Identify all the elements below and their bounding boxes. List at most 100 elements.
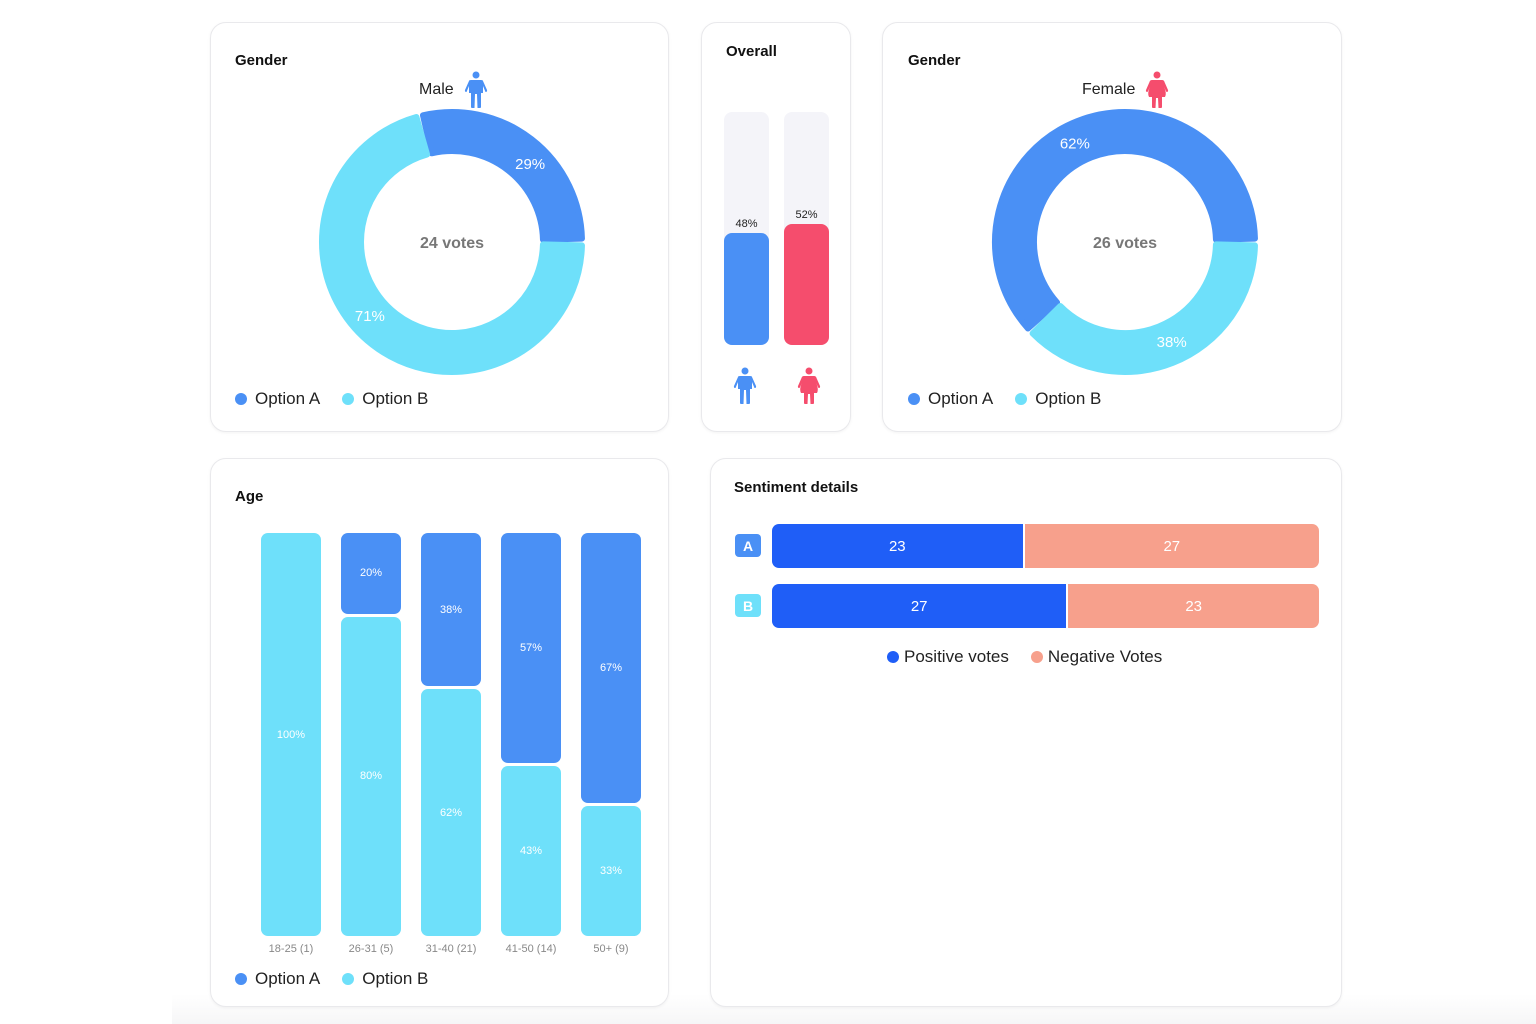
gender-label-text: Female <box>1082 81 1136 98</box>
age-bar-segment-label: 62% <box>439 806 463 819</box>
female-person-icon <box>1146 71 1169 108</box>
gender-label-male: Male <box>419 71 488 109</box>
age-category-label: 31-40 (21) <box>425 943 477 955</box>
age-stacked-bar-chart: 100% 18-25 (1) 20% 80% 26-31 (5) 38% 62% 31-40 … <box>211 459 670 959</box>
chart-legend: Positive votes Negative Votes <box>887 647 1162 667</box>
age-bar-segment-option-a[interactable]: 20% <box>341 533 401 614</box>
sentiment-bar-value: 23 <box>888 537 906 555</box>
legend-label: Option A <box>928 389 994 408</box>
legend-dot-option-a <box>235 393 247 405</box>
age-bar-column: 100% <box>261 533 321 936</box>
age-bar-segment-label: 80% <box>359 770 383 783</box>
age-bar-segment-label: 67% <box>599 662 623 674</box>
sentiment-bar-row: 23 27 <box>772 524 1319 568</box>
legend-dot-option-b <box>342 973 355 985</box>
male-donut-chart: 29% 71% 24 votes <box>319 109 585 375</box>
overall-bar-female <box>784 223 829 345</box>
legend-dot-option-b <box>342 393 355 405</box>
age-bar-segment-label: 57% <box>519 641 543 654</box>
legend-dot-option-a <box>235 973 247 985</box>
gender-label-text: Male <box>419 81 454 98</box>
age-category-label: 18-25 (1) <box>268 943 314 955</box>
age-bar-segment-label: 20% <box>359 567 383 580</box>
donut-slice-option-a[interactable] <box>992 109 1258 332</box>
sentiment-bar-value: 27 <box>910 597 928 615</box>
legend-dot-option-a <box>908 393 920 405</box>
age-bar-segment-label: 33% <box>599 864 623 877</box>
chart-legend: Option A Option B <box>235 389 428 409</box>
female-donut-chart: 62% 38% 26 votes <box>992 109 1258 375</box>
donut-slice-option-b[interactable] <box>319 113 585 375</box>
age-category-label: 26-31 (5) <box>348 943 394 955</box>
age-bar-segment-option-b[interactable]: 100% <box>261 533 321 936</box>
age-bar-segment-option-b[interactable]: 33% <box>581 806 641 936</box>
card-title: Overall <box>726 43 777 60</box>
legend-label: Positive votes <box>904 647 1009 666</box>
legend-dot-negative <box>1030 651 1043 663</box>
sentiment-card: Sentiment details A 23 27 B 27 23 Positive vo… <box>710 458 1342 1007</box>
legend-item-option-b[interactable]: Option B <box>1015 389 1101 409</box>
age-bar-segment-option-a[interactable]: 67% <box>581 533 641 803</box>
gender-female-card: Gender Female 62% 38% 26 votes Option A Op… <box>882 22 1342 432</box>
donut-center-label: 26 votes <box>1093 235 1157 252</box>
donut-slice-option-b[interactable] <box>1029 241 1258 375</box>
chart-legend: Option A Option B <box>235 969 428 989</box>
age-bar-segment-option-a[interactable]: 57% <box>501 533 561 763</box>
donut-slice-label: 71% <box>355 308 385 325</box>
overall-bar-label-male: 48% <box>735 218 758 231</box>
age-bar-column: 38% 62% <box>421 533 481 936</box>
age-bar-segment-option-b[interactable]: 43% <box>501 765 561 936</box>
sentiment-bar-segment-positive-votes[interactable]: 27 <box>772 584 1067 628</box>
overall-card: Overall 48% 52% <box>701 22 851 432</box>
sentiment-bar-value: 27 <box>1163 537 1181 555</box>
sentiment-row-badge-a: A <box>735 534 761 557</box>
legend-item-option-a[interactable]: Option A <box>235 969 320 989</box>
age-bar-column: 57% 43% <box>501 533 561 936</box>
sentiment-bar-segment-negative-votes[interactable]: 27 <box>1024 524 1319 568</box>
overall-bar-label-female: 52% <box>795 208 818 221</box>
gender-male-card: Gender Male 29% 71% 24 votes Option A Opti… <box>210 22 669 432</box>
gender-label-female: Female <box>1082 71 1169 109</box>
card-title: Sentiment details <box>734 479 859 496</box>
age-bar-segment-option-a[interactable]: 38% <box>421 533 481 687</box>
legend-item-positive-votes[interactable]: Positive votes <box>887 647 1009 667</box>
overall-bar-track-female <box>784 112 829 345</box>
age-bar-segment-label: 43% <box>519 844 543 857</box>
age-bar-column: 20% 80% <box>341 533 401 936</box>
card-title: Age <box>235 488 264 505</box>
legend-label: Option A <box>255 969 321 988</box>
sentiment-row-badge-b: B <box>735 594 761 617</box>
legend-item-option-a[interactable]: Option A <box>235 389 320 409</box>
sentiment-bar-segment-positive-votes[interactable]: 23 <box>772 524 1023 568</box>
donut-slice-label: 38% <box>1157 334 1187 351</box>
age-card: Age 100% 18-25 (1) 20% 80% 26-31 (5) 38% 62% 31… <box>210 458 669 1007</box>
legend-label: Option B <box>362 389 429 408</box>
age-bar-segment-option-b[interactable]: 80% <box>341 616 401 936</box>
legend-dot-positive <box>887 651 899 663</box>
age-category-label: 50+ (9) <box>593 943 629 955</box>
legend-label: Option B <box>362 969 429 988</box>
donut-slice-option-a[interactable] <box>419 109 585 243</box>
female-person-icon <box>797 367 821 404</box>
donut-slice-label: 62% <box>1060 136 1090 153</box>
overall-bar-male <box>724 233 769 345</box>
age-bar-segment-label: 38% <box>439 603 463 616</box>
card-title: Gender <box>908 52 961 69</box>
legend-item-negative-votes[interactable]: Negative Votes <box>1030 647 1162 667</box>
donut-slice-label: 29% <box>515 156 545 173</box>
male-person-icon <box>733 367 757 404</box>
legend-item-option-a[interactable]: Option A <box>908 389 993 409</box>
age-category-label: 41-50 (14) <box>505 943 557 955</box>
male-person-icon <box>464 71 487 108</box>
age-bar-column: 67% 33% <box>581 533 641 936</box>
sentiment-bar-segment-negative-votes[interactable]: 23 <box>1068 584 1319 628</box>
sentiment-bar-row: 27 23 <box>772 584 1319 628</box>
card-title: Gender <box>235 52 288 69</box>
legend-item-option-b[interactable]: Option B <box>342 969 428 989</box>
age-bar-segment-option-b[interactable]: 62% <box>421 689 481 936</box>
age-bar-segment-label: 100% <box>276 728 306 741</box>
donut-center-label: 24 votes <box>420 235 484 252</box>
legend-label: Option A <box>255 389 321 408</box>
overall-bar-track-male <box>724 112 769 345</box>
legend-item-option-b[interactable]: Option B <box>342 389 428 409</box>
